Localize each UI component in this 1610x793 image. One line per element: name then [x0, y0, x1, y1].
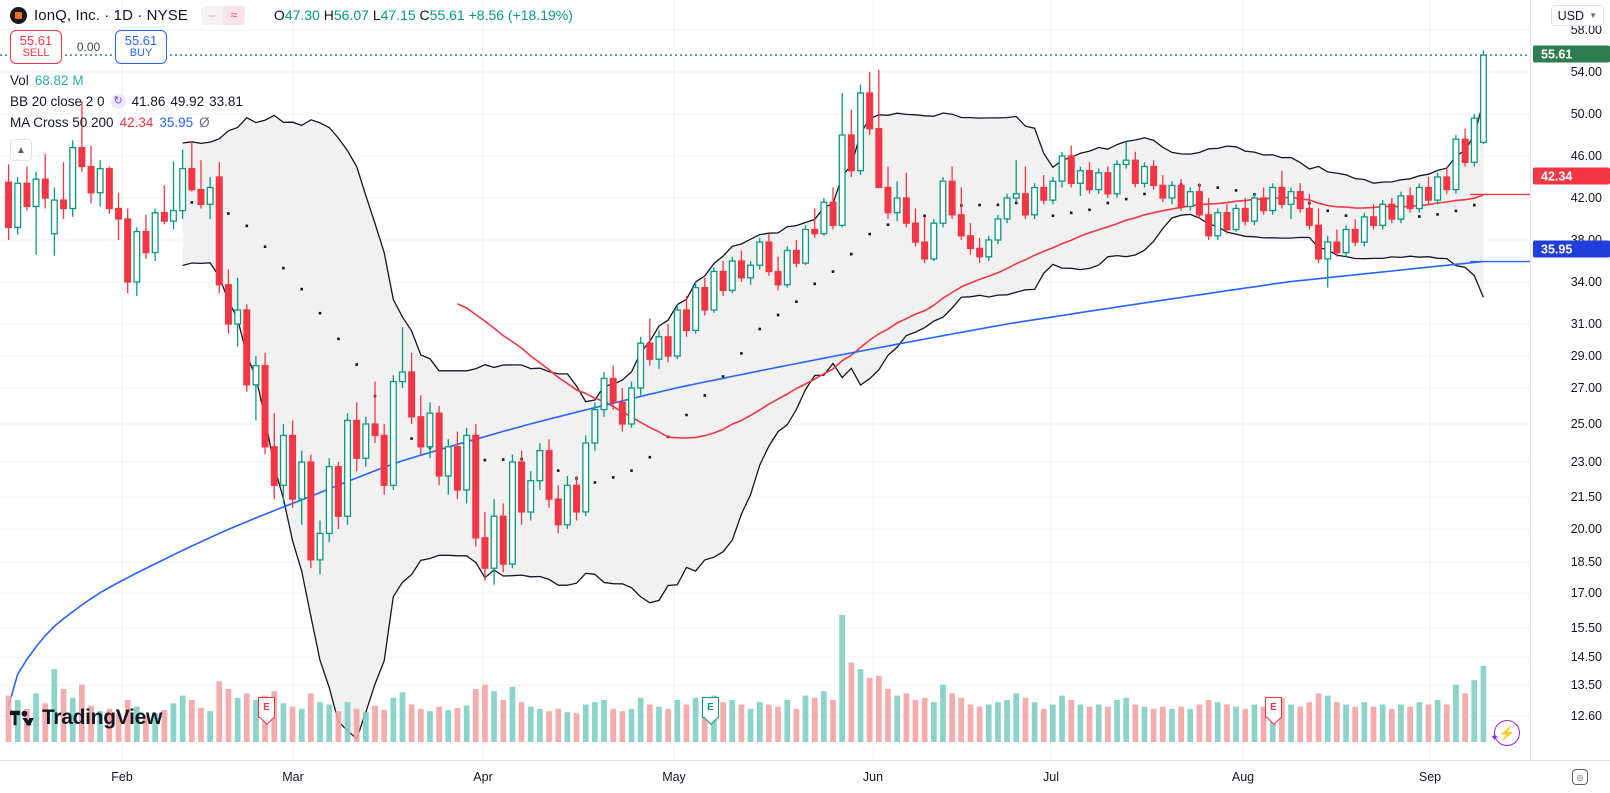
bollinger-label: BB 20 close 2 0: [10, 94, 105, 109]
price-tick: 23.00: [1570, 455, 1602, 469]
ohlc-high-label: H: [323, 7, 334, 23]
legend-item-volume[interactable]: Vol 68.82 M: [10, 70, 248, 91]
legend-item-bollinger[interactable]: BB 20 close 2 0 ↻ 41.86 49.92 33.81: [10, 91, 248, 112]
legend-item-ma-cross[interactable]: MA Cross 50 200 42.34 35.95 Ø: [10, 112, 248, 133]
price-tick: 25.00: [1570, 417, 1602, 431]
earnings-marker-red-feb[interactable]: E: [258, 697, 275, 718]
ohlc-low-label: L: [372, 7, 381, 23]
price-tick: 17.00: [1570, 586, 1602, 600]
spread-value: 0.00: [76, 40, 101, 54]
time-tick: Jun: [862, 770, 884, 784]
price-tick: 31.00: [1570, 317, 1602, 331]
price-tick: 20.00: [1570, 522, 1602, 536]
ohlc-low-value: 47.15: [380, 7, 416, 23]
clock-icon[interactable]: ◎: [1572, 769, 1588, 785]
trade-buttons: 55.61 SELL 0.00 55.61 BUY: [10, 30, 167, 64]
price-tick: 27.00: [1570, 381, 1602, 395]
tradingview-watermark-text: TradingView: [42, 706, 163, 729]
ohlc-change-value: +8.56 (+18.19%): [468, 7, 573, 23]
price-tick: 29.00: [1570, 349, 1602, 363]
volume-bars: [5, 615, 1487, 742]
time-tick: Feb: [111, 770, 133, 784]
bollinger-basis: 41.86: [131, 94, 166, 109]
price-tick: 15.50: [1570, 621, 1602, 635]
earnings-marker-red-aug[interactable]: E: [1265, 697, 1282, 718]
chevron-down-icon: ▼: [1589, 11, 1597, 20]
time-axis[interactable]: ◎ Feb Mar Apr May Jun Jul Aug Sep: [0, 760, 1610, 793]
ma-price-lines: [1470, 193, 1530, 263]
earnings-marker-green-may[interactable]: E: [702, 697, 719, 718]
time-tick: Mar: [282, 770, 304, 784]
ma-fast-value: 42.34: [119, 115, 154, 130]
price-tick: 14.50: [1570, 650, 1602, 664]
indicator-legend: Vol 68.82 M BB 20 close 2 0 ↻ 41.86 49.92…: [10, 70, 248, 133]
buy-label: BUY: [129, 47, 153, 60]
price-tick: 58.00: [1570, 23, 1602, 37]
refresh-icon[interactable]: ↻: [110, 94, 126, 109]
sell-price: 55.61: [19, 33, 53, 49]
ma-slow-label[interactable]: 35.95: [1533, 240, 1610, 258]
chart-style-line-icon[interactable]: –: [200, 5, 223, 25]
price-tick: 12.60: [1570, 709, 1602, 723]
header-pills: – ≈: [200, 5, 245, 25]
ohlc-open-value: 47.30: [284, 7, 320, 23]
ma-extra-value: Ø: [199, 115, 210, 130]
symbol-title[interactable]: IonQ, Inc. · 1D · NYSE: [34, 6, 188, 24]
time-tick: Apr: [473, 770, 493, 784]
currency-selector[interactable]: USD ▼: [1550, 5, 1604, 26]
chart-style-wave-icon[interactable]: ≈: [222, 5, 245, 25]
bollinger-lower: 33.81: [209, 94, 243, 109]
ohlc-close-value: 55.61: [429, 7, 465, 23]
time-tick: Aug: [1231, 770, 1255, 784]
currency-label: USD: [1557, 8, 1585, 23]
price-tick: 42.00: [1570, 191, 1602, 205]
ohlc-close-label: C: [419, 7, 430, 23]
ma-cross-label: MA Cross 50 200: [10, 115, 114, 130]
ohlc-values: O47.30 H56.07 L47.15 C55.61 +8.56 (+18.1…: [274, 7, 573, 23]
buy-price: 55.61: [124, 33, 158, 49]
price-tick: 34.00: [1570, 275, 1602, 289]
sell-label: SELL: [22, 47, 50, 60]
chevron-up-icon[interactable]: ▲: [10, 139, 32, 161]
chart-header: IonQ, Inc. · 1D · NYSE – ≈ O47.30 H56.07…: [0, 0, 573, 30]
candlesticks: [5, 50, 1487, 585]
bollinger-values: 41.86 49.92 33.81: [132, 91, 248, 112]
volume-label: Vol: [10, 73, 29, 88]
chart-canvas: [0, 0, 1530, 760]
price-tick: 21.50: [1570, 490, 1602, 504]
time-tick: May: [662, 770, 686, 784]
volume-value: 68.82 M: [34, 73, 84, 88]
ohlc-open-label: O: [273, 7, 285, 23]
tradingview-logo-icon: [10, 710, 34, 726]
buy-button[interactable]: 55.61 BUY: [115, 30, 167, 64]
price-tick: 18.50: [1570, 555, 1602, 569]
price-tick: 13.50: [1570, 678, 1602, 692]
sparkle-icon: ✦: [1490, 732, 1500, 744]
ionq-logo-icon: [10, 6, 27, 24]
ma-slow-value: 35.95: [159, 115, 194, 130]
price-tick: 50.00: [1570, 107, 1602, 121]
bollinger-upper: 49.92: [170, 94, 205, 109]
ohlc-high-value: 56.07: [333, 7, 369, 23]
time-tick: Jul: [1043, 770, 1059, 784]
last-price-label[interactable]: 55.61: [1533, 45, 1610, 63]
price-axis[interactable]: USD ▼ 58.0054.0050.0046.0042.0038.0034.0…: [1530, 0, 1610, 760]
ma-fast-label[interactable]: 42.34: [1533, 167, 1610, 185]
time-tick: Sep: [1418, 770, 1442, 784]
sell-button[interactable]: 55.61 SELL: [10, 30, 62, 64]
price-tick: 46.00: [1570, 149, 1602, 163]
tradingview-watermark: TradingView: [10, 706, 162, 730]
lightning-bolt-icon[interactable]: ✦ ⚡: [1490, 720, 1520, 746]
price-tick: 54.00: [1570, 65, 1602, 79]
chart-plot-area[interactable]: [0, 0, 1530, 760]
